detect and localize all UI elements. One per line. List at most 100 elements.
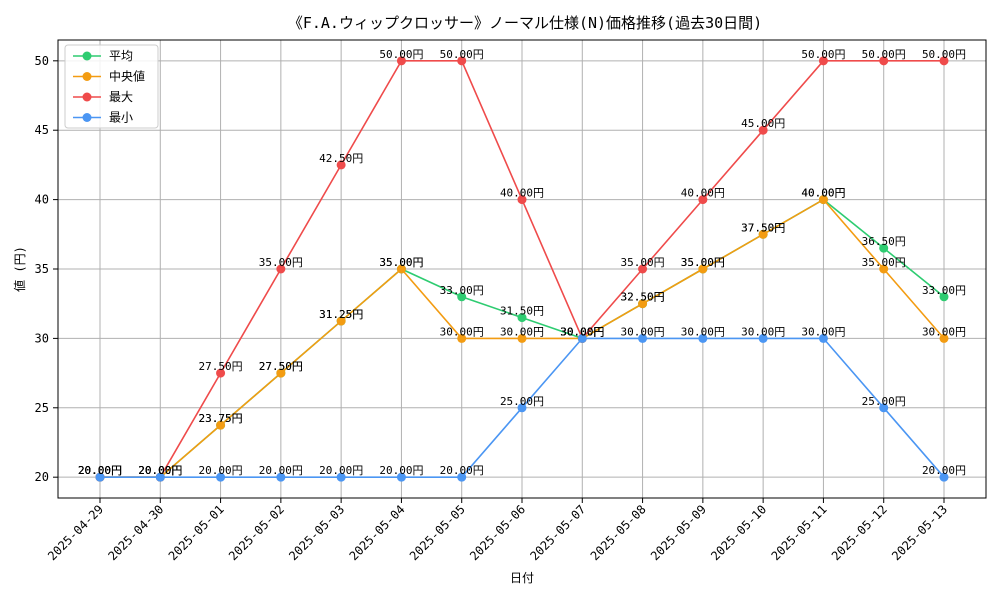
y-tick-label: 20 [35, 470, 49, 484]
legend-marker [82, 72, 92, 81]
data-point-3 [698, 333, 708, 343]
data-point-2 [396, 56, 406, 66]
x-tick-label: 2025-05-13 [889, 502, 950, 563]
data-label-3: 20.00円 [138, 464, 182, 477]
data-label-0: 31.25円 [319, 308, 363, 321]
data-label-2: 40.00円 [500, 187, 544, 200]
data-label-1: 30.00円 [500, 325, 544, 338]
y-tick-label: 30 [35, 331, 49, 345]
y-tick-label: 50 [35, 54, 49, 68]
data-label-3: 30.00円 [681, 325, 725, 338]
data-label-3: 30.00円 [741, 325, 785, 338]
x-tick-label: 2025-05-01 [166, 502, 227, 563]
data-point-2 [457, 56, 467, 66]
data-point-3 [95, 472, 105, 482]
legend-label: 最小 [109, 111, 133, 125]
y-tick-label: 40 [35, 193, 49, 207]
data-label-2: 50.00円 [379, 48, 423, 61]
data-point-1 [638, 299, 648, 309]
x-tick-label: 2025-05-11 [769, 502, 830, 563]
data-point-2 [939, 56, 949, 66]
legend-marker [82, 51, 92, 61]
data-label-1: 30.00円 [922, 325, 966, 338]
data-label-0: 35.00円 [681, 256, 725, 269]
data-label-2: 45.00円 [741, 117, 785, 130]
data-label-0: 31.50円 [500, 305, 544, 318]
legend-marker [82, 113, 92, 122]
data-label-3: 20.00円 [78, 464, 122, 477]
data-point-3 [396, 472, 406, 482]
x-tick-label: 2025-05-02 [226, 502, 287, 563]
data-label-3: 20.00円 [379, 464, 423, 477]
data-label-1: 35.00円 [862, 256, 906, 269]
data-label-1: 32.50円 [621, 291, 665, 304]
data-point-3 [517, 403, 527, 413]
x-tick-label: 2025-05-12 [829, 502, 890, 563]
data-point-3 [758, 333, 768, 343]
data-label-2: 30.00円 [560, 325, 604, 338]
data-label-1: 40.00円 [801, 187, 845, 200]
data-label-2: 40.00円 [681, 187, 725, 200]
data-label-3: 30.00円 [801, 325, 845, 338]
data-label-1: 20.00円 [78, 464, 122, 477]
data-label-2: 20.00円 [138, 464, 182, 477]
data-point-0 [517, 313, 527, 323]
data-label-3: 20.00円 [199, 464, 243, 477]
data-point-3 [818, 333, 828, 343]
data-point-3 [879, 403, 889, 413]
series-group [95, 56, 949, 482]
data-point-3 [577, 333, 587, 343]
x-tick-label: 2025-05-03 [286, 502, 347, 563]
data-point-2 [216, 368, 226, 378]
data-label-3: 30.00円 [621, 325, 665, 338]
legend-label: 最大 [109, 90, 133, 104]
x-tick-label: 2025-05-08 [588, 502, 649, 563]
data-point-0 [939, 292, 949, 302]
data-point-3 [276, 472, 286, 482]
data-label-0: 32.50円 [621, 291, 665, 304]
data-point-1 [698, 264, 708, 274]
data-point-2 [818, 56, 828, 66]
data-point-1 [517, 333, 527, 343]
data-label-1: 20.00円 [138, 464, 182, 477]
data-point-0 [879, 243, 889, 253]
y-tick-label: 35 [35, 262, 49, 276]
data-label-0: 40.00円 [801, 187, 845, 200]
data-point-2 [517, 195, 527, 205]
data-label-1: 35.00円 [681, 256, 725, 269]
data-label-0: 20.00円 [138, 464, 182, 477]
x-tick-label: 2025-05-09 [648, 502, 709, 563]
data-point-1 [879, 264, 889, 274]
data-label-2: 20.00円 [78, 464, 122, 477]
legend-label: 中央値 [109, 69, 145, 84]
data-point-1 [216, 420, 226, 430]
x-tick-label: 2025-05-04 [347, 502, 408, 563]
data-label-1: 31.25円 [319, 308, 363, 321]
data-label-2: 42.50円 [319, 152, 363, 165]
grid [58, 40, 986, 498]
x-tick-label: 2025-05-05 [407, 502, 468, 563]
data-label-2: 50.00円 [922, 48, 966, 61]
data-label-0: 36.50円 [862, 235, 906, 248]
data-point-3 [155, 472, 165, 482]
data-label-2: 35.00円 [621, 256, 665, 269]
data-label-1: 30.00円 [440, 325, 484, 338]
data-label-3: 20.00円 [922, 464, 966, 477]
data-label-2: 27.50円 [199, 360, 243, 373]
data-point-1 [457, 333, 467, 343]
data-point-3 [336, 472, 346, 482]
legend-box [64, 44, 159, 129]
data-label-3: 25.00円 [862, 395, 906, 408]
data-label-1: 27.50円 [259, 360, 303, 373]
x-tick-label: 2025-05-07 [527, 502, 588, 563]
data-point-2 [698, 195, 708, 205]
data-point-3 [457, 472, 467, 482]
data-label-1: 23.75円 [199, 412, 243, 425]
data-label-3: 30.00円 [560, 325, 604, 338]
data-point-2 [638, 264, 648, 274]
data-label-0: 20.00円 [78, 464, 122, 477]
data-point-3 [638, 333, 648, 343]
data-label-2: 50.00円 [862, 48, 906, 61]
chart-title: 《F.A.ウィップクロッサー》ノーマル仕様(N)価格推移(過去30日間) [288, 14, 762, 32]
